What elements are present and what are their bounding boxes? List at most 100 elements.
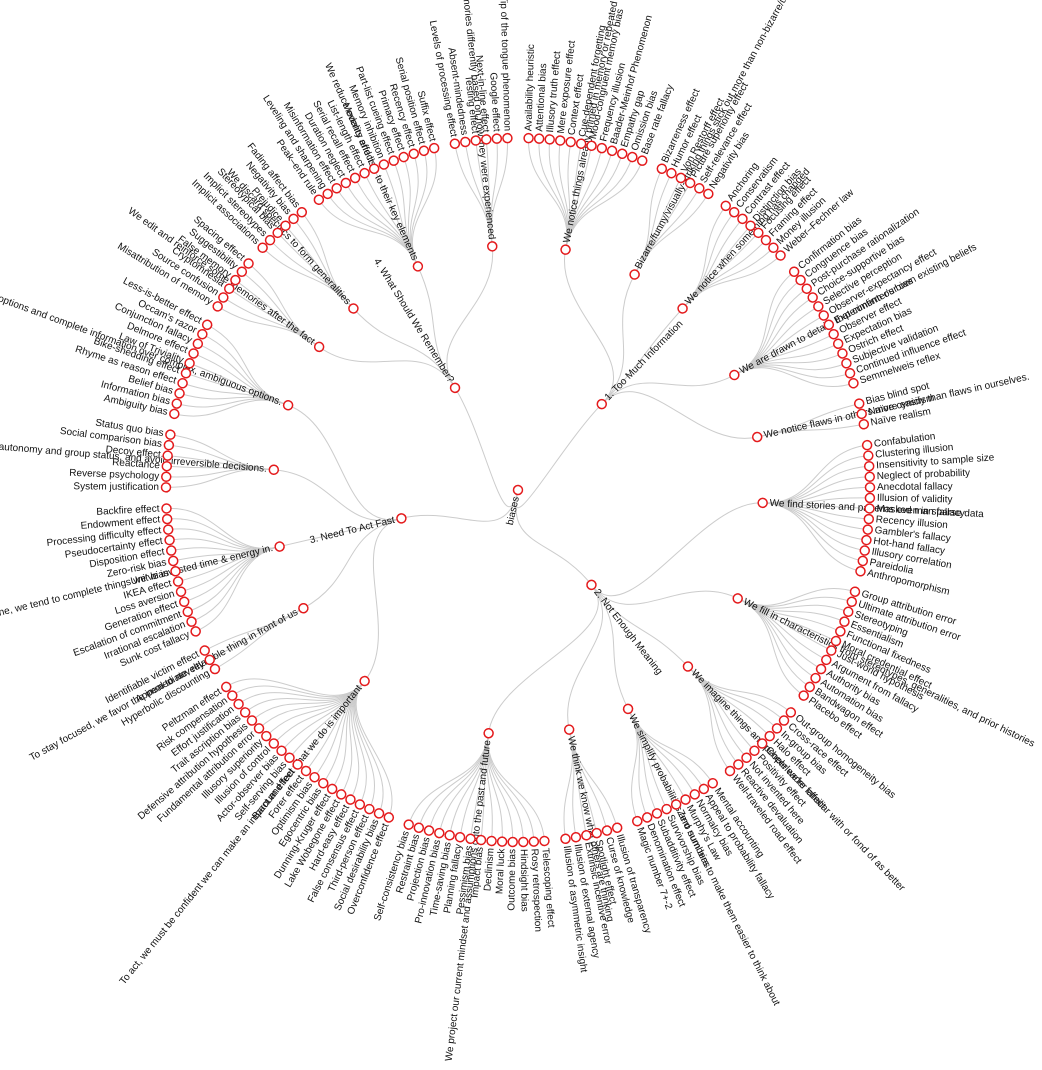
- node-circle: [169, 408, 180, 420]
- node-circle: [268, 738, 280, 749]
- node-circle: [164, 534, 175, 546]
- node-circle: [197, 328, 208, 340]
- node-circle: [434, 827, 445, 839]
- node-circle: [486, 835, 497, 847]
- link: [682, 255, 781, 309]
- node-circle: [698, 783, 710, 795]
- link: [591, 502, 763, 597]
- link: [591, 584, 629, 710]
- node-circle: [161, 460, 173, 472]
- node-circle: [186, 616, 197, 627]
- branch-label: 4. What Should We Remember?: [371, 257, 456, 386]
- node-circle: [378, 159, 390, 170]
- link: [601, 391, 758, 439]
- node-circle: [629, 269, 640, 280]
- leaf-label: Masked man fallacy: [876, 504, 965, 520]
- leaf-node: Reverse psychology: [69, 468, 172, 482]
- leaf-node: Illusion of validity: [864, 492, 953, 505]
- node-circle: [539, 835, 550, 847]
- node-circle: [732, 593, 743, 604]
- node-circle: [798, 690, 809, 701]
- leaf-label: Tip of the tongue phenomenon: [497, 0, 512, 131]
- node-circle: [449, 138, 461, 149]
- link: [248, 263, 320, 348]
- node-circle: [863, 450, 874, 461]
- node-circle: [835, 626, 846, 637]
- link: [737, 587, 856, 606]
- node-circle: [230, 274, 241, 286]
- node-circle: [554, 135, 566, 146]
- node-circle: [661, 803, 672, 815]
- link: [411, 148, 437, 267]
- link: [737, 597, 804, 697]
- node-circle: [563, 724, 575, 735]
- branch-label: biases: [505, 496, 522, 527]
- link: [515, 403, 603, 508]
- node-circle: [768, 242, 779, 253]
- node-circle: [348, 303, 359, 314]
- link: [303, 517, 402, 609]
- node-circle: [162, 524, 174, 535]
- node-circle: [689, 789, 701, 800]
- node-circle: [309, 771, 320, 783]
- node-circle: [694, 183, 705, 194]
- link: [408, 733, 490, 825]
- node-circle: [861, 534, 872, 546]
- node-circle: [622, 703, 634, 715]
- node-circle: [403, 819, 414, 830]
- node-circle: [778, 715, 790, 726]
- node-circle: [243, 258, 254, 269]
- node-circle: [586, 579, 597, 591]
- node-circle: [204, 654, 215, 666]
- branch-label: 3. Need To Act Fast: [309, 515, 396, 546]
- node-circle: [359, 167, 370, 179]
- node-circle: [570, 831, 582, 843]
- node-circle: [862, 524, 874, 535]
- link: [591, 584, 738, 605]
- node-circle: [611, 822, 623, 833]
- node-circle: [575, 138, 587, 149]
- leaf-label: Moral luck: [494, 847, 507, 894]
- node-circle: [801, 283, 813, 294]
- leaf-label: Google effect: [487, 72, 502, 132]
- link: [352, 680, 367, 805]
- link: [273, 469, 402, 522]
- leaf-label: Backfire effect: [96, 504, 160, 518]
- node-circle: [863, 460, 875, 472]
- node-circle: [354, 799, 366, 810]
- link: [762, 455, 869, 504]
- node-circle: [828, 328, 839, 340]
- node-circle: [161, 503, 172, 514]
- node-circle: [751, 431, 763, 443]
- node-circle: [815, 663, 827, 675]
- node-circle: [233, 698, 244, 710]
- node-circle: [322, 188, 333, 200]
- node-circle: [340, 177, 352, 189]
- node-circle: [632, 815, 643, 827]
- node-circle: [591, 827, 602, 839]
- node-circle: [855, 566, 866, 577]
- node-circle: [586, 140, 597, 152]
- node-circle: [512, 484, 524, 496]
- node-circle: [167, 555, 179, 567]
- link: [757, 423, 864, 438]
- node-circle: [282, 399, 294, 411]
- node-circle: [846, 596, 858, 608]
- node-circle: [276, 745, 287, 757]
- link: [195, 546, 280, 632]
- link: [401, 489, 519, 522]
- branch-node: 1. Too Much Information: [596, 319, 685, 410]
- link: [528, 138, 568, 250]
- node-circle: [596, 142, 608, 154]
- node-circle: [180, 367, 192, 379]
- node-circle: [284, 752, 295, 763]
- node-circle: [823, 319, 835, 331]
- node-circle: [349, 172, 361, 184]
- node-circle: [239, 707, 251, 718]
- node-circle: [839, 616, 850, 627]
- leaf-node: Attentional bias: [533, 63, 549, 144]
- node-circle: [223, 283, 235, 294]
- links: [166, 138, 870, 842]
- node-circle: [656, 163, 668, 174]
- node-circle: [863, 513, 875, 525]
